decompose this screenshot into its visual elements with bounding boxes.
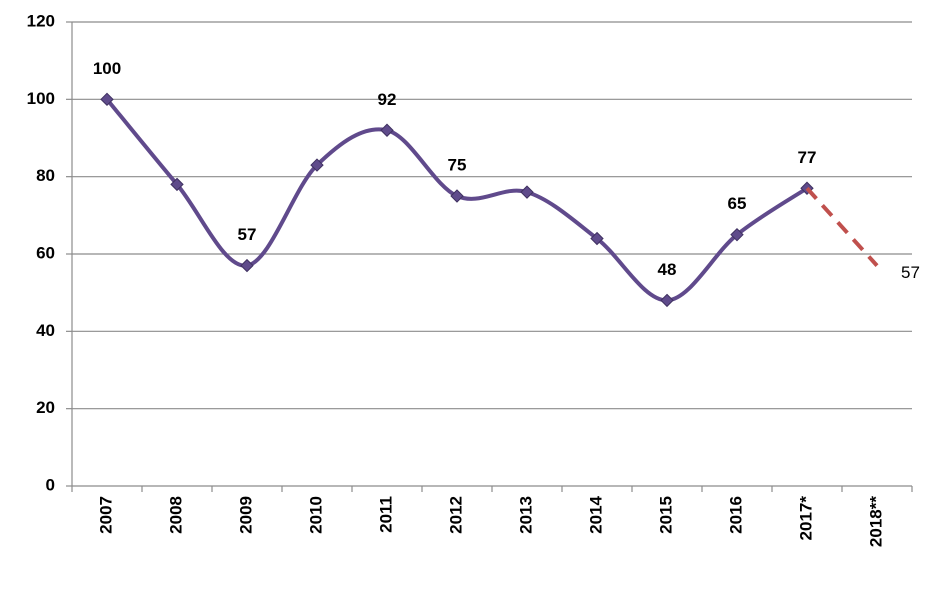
x-tick-label: 2017* bbox=[796, 496, 815, 541]
marker bbox=[450, 189, 464, 203]
data-label: 77 bbox=[798, 148, 817, 167]
marker bbox=[730, 227, 744, 242]
y-tick-label: 120 bbox=[27, 11, 55, 30]
data-label: 48 bbox=[658, 260, 677, 279]
y-tick-label: 20 bbox=[36, 398, 55, 417]
x-tick-label: 2010 bbox=[306, 496, 325, 534]
data-label: 57 bbox=[238, 225, 257, 244]
marker bbox=[310, 158, 324, 172]
marker bbox=[520, 185, 534, 199]
marker bbox=[380, 123, 394, 137]
y-tick-label: 80 bbox=[36, 166, 55, 185]
x-tick-label: 2011 bbox=[376, 496, 395, 533]
data-label: 100 bbox=[93, 59, 121, 78]
line bbox=[105, 98, 809, 303]
x-tick-label: 2012 bbox=[446, 496, 465, 534]
y-tick-label: 40 bbox=[36, 321, 55, 340]
x-tick-label: 2015 bbox=[656, 496, 675, 534]
data-label: 57 bbox=[901, 263, 920, 282]
data-label: 75 bbox=[448, 155, 467, 174]
marker bbox=[590, 231, 604, 246]
y-tick-label: 60 bbox=[36, 243, 55, 262]
x-tick-label: 2018** bbox=[866, 496, 885, 547]
marker bbox=[660, 293, 674, 308]
y-tick-label: 100 bbox=[27, 89, 55, 108]
x-tick-label: 2008 bbox=[166, 496, 185, 534]
marker bbox=[100, 92, 114, 107]
data-label: 92 bbox=[378, 90, 397, 109]
marker bbox=[240, 258, 254, 273]
x-tick-label: 2009 bbox=[236, 496, 255, 534]
marker bbox=[170, 177, 184, 192]
y-tick-label: 0 bbox=[46, 475, 55, 494]
x-tick-label: 2007 bbox=[96, 496, 115, 534]
x-tick-label: 2013 bbox=[516, 496, 535, 534]
data-label: 65 bbox=[728, 194, 747, 213]
x-tick-label: 2016 bbox=[726, 496, 745, 534]
line bbox=[805, 186, 879, 267]
x-tick-label: 2014 bbox=[586, 495, 605, 533]
